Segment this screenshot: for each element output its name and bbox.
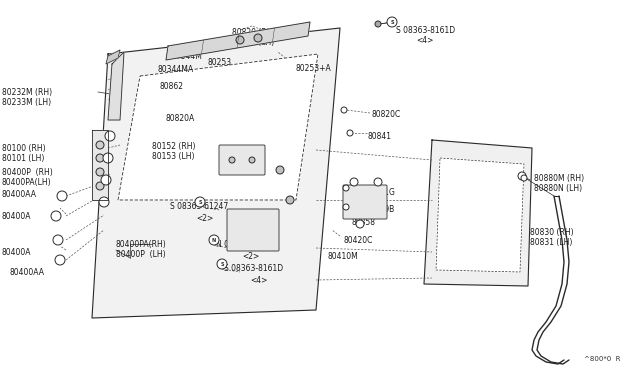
Polygon shape [92, 28, 340, 318]
Polygon shape [436, 158, 524, 272]
Circle shape [96, 154, 104, 162]
Polygon shape [118, 54, 318, 200]
Circle shape [101, 175, 111, 185]
Circle shape [105, 131, 115, 141]
Text: <4>: <4> [250, 276, 268, 285]
Circle shape [229, 157, 235, 163]
Circle shape [374, 178, 382, 186]
Text: 80100 (RH): 80100 (RH) [2, 144, 45, 153]
Circle shape [55, 255, 65, 265]
Text: 80410M: 80410M [328, 252, 359, 261]
Circle shape [518, 172, 526, 180]
FancyBboxPatch shape [343, 185, 387, 219]
Circle shape [57, 191, 67, 201]
Text: 80820C: 80820C [372, 110, 401, 119]
Text: S: S [390, 19, 394, 25]
Text: 80253+A: 80253+A [296, 64, 332, 73]
Text: S: S [220, 262, 224, 266]
Circle shape [343, 185, 349, 191]
Text: 80319B: 80319B [366, 205, 396, 214]
Text: 80400PA(RH): 80400PA(RH) [116, 240, 167, 249]
Circle shape [387, 17, 397, 27]
Text: 80858: 80858 [352, 218, 376, 227]
Text: 80400P  (LH): 80400P (LH) [116, 250, 166, 259]
Text: <2>: <2> [196, 214, 213, 223]
Text: 80400PA(LH): 80400PA(LH) [2, 178, 52, 187]
Text: 80153 (LH): 80153 (LH) [152, 152, 195, 161]
Circle shape [343, 204, 349, 210]
Text: 80101G: 80101G [366, 188, 396, 197]
Text: 80862: 80862 [160, 82, 184, 91]
Text: N 08911-1081G: N 08911-1081G [216, 240, 276, 249]
Text: 80152 (RH): 80152 (RH) [152, 142, 195, 151]
Circle shape [96, 141, 104, 149]
Text: 80101 (LH): 80101 (LH) [2, 154, 44, 163]
Text: 80880N (LH): 80880N (LH) [534, 184, 582, 193]
Circle shape [103, 153, 113, 163]
Text: 80400AA: 80400AA [2, 190, 37, 199]
Text: 80821 (LH): 80821 (LH) [232, 38, 275, 47]
Text: 80232M (RH): 80232M (RH) [2, 88, 52, 97]
Circle shape [286, 196, 294, 204]
Circle shape [96, 168, 104, 176]
Circle shape [51, 211, 61, 221]
Text: 80400A: 80400A [2, 248, 31, 257]
Text: S 08363-8161D: S 08363-8161D [224, 264, 283, 273]
Text: S: S [198, 199, 202, 205]
Text: 80420C: 80420C [344, 236, 373, 245]
Text: 80344M: 80344M [172, 52, 203, 61]
Circle shape [350, 178, 358, 186]
Polygon shape [106, 50, 120, 64]
Text: <4>: <4> [416, 36, 433, 45]
Circle shape [254, 34, 262, 42]
Text: 80400P  (RH): 80400P (RH) [2, 168, 52, 177]
Text: 80831 (LH): 80831 (LH) [530, 238, 572, 247]
Text: 80820 (RH): 80820 (RH) [232, 28, 275, 37]
Text: 80820A: 80820A [166, 114, 195, 123]
Polygon shape [108, 52, 124, 120]
Text: <2>: <2> [242, 252, 259, 261]
Circle shape [96, 182, 104, 190]
Text: 80253: 80253 [208, 58, 232, 67]
Polygon shape [92, 130, 108, 200]
Text: S 08363-61247: S 08363-61247 [170, 202, 228, 211]
Text: N: N [212, 237, 216, 243]
Circle shape [356, 220, 364, 228]
Text: 80880M (RH): 80880M (RH) [534, 174, 584, 183]
Text: 80400A: 80400A [2, 212, 31, 221]
Circle shape [53, 235, 63, 245]
Circle shape [217, 259, 227, 269]
Text: 80830 (RH): 80830 (RH) [530, 228, 573, 237]
Circle shape [99, 197, 109, 207]
Text: 80400AA: 80400AA [10, 268, 45, 277]
Text: 80344MA: 80344MA [158, 65, 194, 74]
Circle shape [341, 107, 347, 113]
Circle shape [521, 175, 527, 181]
Circle shape [236, 36, 244, 44]
Polygon shape [166, 22, 310, 60]
Text: S 08363-8161D: S 08363-8161D [396, 26, 455, 35]
Text: 80841: 80841 [368, 132, 392, 141]
Circle shape [347, 130, 353, 136]
Circle shape [375, 21, 381, 27]
Circle shape [195, 197, 205, 207]
Text: 80233M (LH): 80233M (LH) [2, 98, 51, 107]
Text: ^800*0  R: ^800*0 R [584, 356, 620, 362]
FancyBboxPatch shape [227, 209, 279, 251]
Circle shape [209, 235, 219, 245]
Circle shape [249, 157, 255, 163]
FancyBboxPatch shape [219, 145, 265, 175]
Circle shape [276, 166, 284, 174]
Polygon shape [424, 140, 532, 286]
